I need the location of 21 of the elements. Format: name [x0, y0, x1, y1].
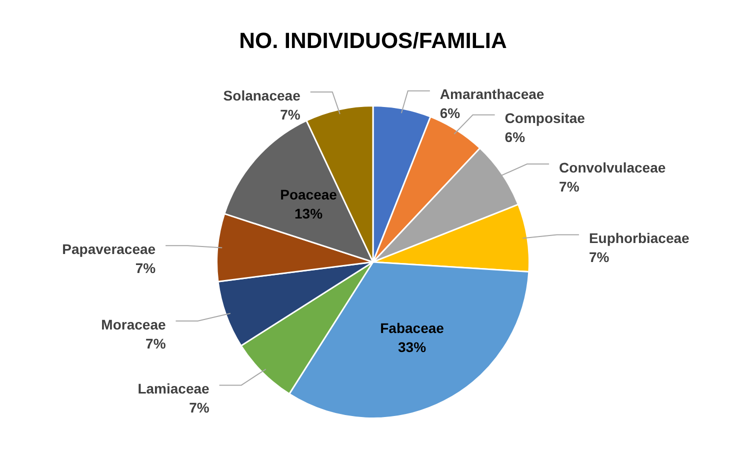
data-label: 7% [146, 335, 166, 352]
slice-label: Amaranthaceae [440, 86, 544, 102]
data-label: 13% [294, 206, 324, 222]
data-label: 7% [588, 249, 610, 266]
slice-label: Papaveraceae [62, 240, 156, 257]
slice-label: Convolvulaceae [559, 159, 666, 176]
data-label: 33% [398, 338, 427, 355]
data-label: 7% [559, 178, 580, 194]
chart-title: NO. INDIVIDUOS/FAMILIA [239, 28, 507, 54]
data-label: 7% [189, 400, 210, 416]
slice-label: Lamiaceae [138, 380, 210, 397]
data-label: 7% [280, 106, 301, 122]
slice-label: Moraceae [101, 316, 166, 332]
data-label: 6% [504, 129, 526, 146]
slice-label: Poaceae [280, 186, 338, 203]
slice-label: Solanaceae [223, 87, 301, 104]
slice-label: Fabaceae [380, 320, 444, 336]
slice-label: Compositae [504, 110, 586, 126]
slice-label: Euphorbiaceae [588, 230, 690, 246]
data-label: 6% [440, 105, 461, 122]
data-label: 7% [135, 260, 156, 276]
